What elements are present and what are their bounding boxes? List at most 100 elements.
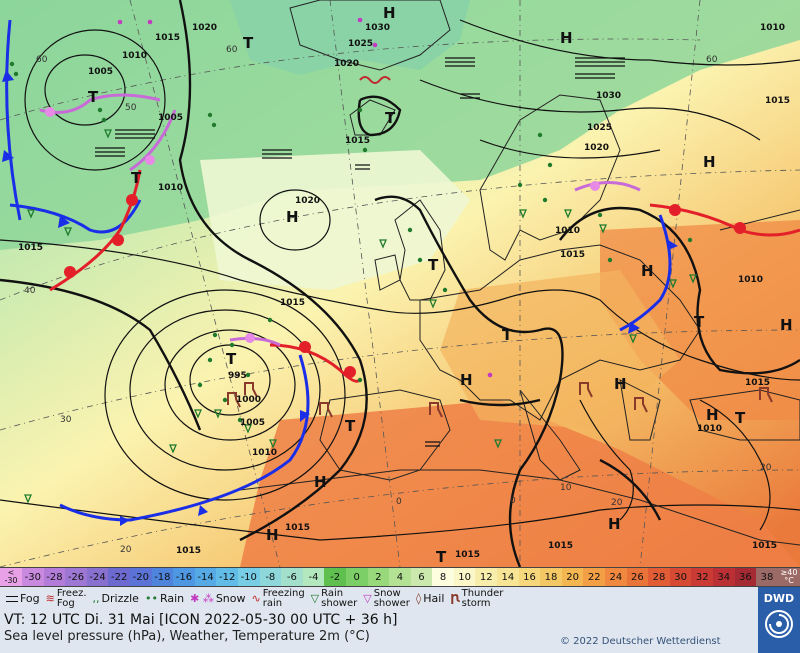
pressure-label: 1005 xyxy=(88,67,113,77)
legend-fog-label: Fog xyxy=(20,592,40,605)
pressure-label: 1010 xyxy=(555,226,580,236)
legend-drizzle-label: Drizzle xyxy=(101,592,139,605)
cold-front-west-2 xyxy=(9,199,142,234)
legend-snow: ✱ ⁂ Snow xyxy=(190,592,246,605)
pressure-label: 1010 xyxy=(252,448,277,458)
copyright: © 2022 Deutscher Wetterdienst xyxy=(560,636,721,647)
fog-symbols xyxy=(95,57,625,447)
weather-symbols xyxy=(9,17,773,504)
dwd-logo-icon xyxy=(765,610,793,638)
graticule-labels: 60 60 50 40 30 20 60 20 0 0 10 20 xyxy=(24,45,772,555)
front-symbols xyxy=(2,70,746,526)
legend-snow-shower-label-2: shower xyxy=(373,598,410,609)
scale-cell: -14 xyxy=(194,568,217,586)
pressure-label: 1000 xyxy=(236,395,261,405)
scale-cell-below: < -30 xyxy=(0,568,22,586)
pressure-label: 1015 xyxy=(752,541,777,551)
legend-freezing-fog-label-1: Freez. xyxy=(56,588,87,599)
legend-freezing-rain: ∿ Freezing rain xyxy=(252,589,305,609)
high-pressure-center: H xyxy=(266,526,279,544)
weather-map: 1020 1015 1010 1005 1005 1010 1015 1020 … xyxy=(0,0,800,567)
pressure-centers: H H H H H H H H H H H H T T T T T T T T … xyxy=(88,4,793,566)
high-pressure-center: H xyxy=(780,316,793,334)
pressure-label: 1015 xyxy=(280,298,305,308)
hail-icon: ◊ xyxy=(415,592,422,605)
pressure-label: 1010 xyxy=(122,51,147,61)
pressure-label: 1025 xyxy=(348,39,373,49)
cold-front-east xyxy=(619,214,672,332)
scale-cell: -2 xyxy=(324,568,346,586)
pressure-label: 1015 xyxy=(18,243,43,253)
pressure-label: 1015 xyxy=(176,546,201,556)
scale-cell: 18 xyxy=(540,568,562,586)
pressure-label: 1020 xyxy=(334,59,359,69)
scale-cell: -20 xyxy=(129,568,152,586)
legend-freezing-fog: ≋ Freez. Fog xyxy=(46,589,87,609)
scale-cell: 10 xyxy=(453,568,476,586)
legend-hail-label: Hail xyxy=(423,592,445,605)
pressure-label: 1030 xyxy=(596,91,621,101)
chart-description: Sea level pressure (hPa), Weather, Tempe… xyxy=(4,629,370,644)
pressure-label: 1015 xyxy=(455,550,480,560)
scale-cell: 26 xyxy=(626,568,649,586)
low-pressure-center: T xyxy=(226,350,237,368)
low-pressure-center: T xyxy=(243,34,254,52)
legend-snow-label: Snow xyxy=(215,592,246,605)
legend-rain-shower: ▽ Rain shower xyxy=(311,589,358,609)
info-panel xyxy=(0,611,758,653)
graticule xyxy=(0,0,800,567)
scale-cell: 32 xyxy=(691,568,713,586)
scale-cell: 2 xyxy=(367,568,390,586)
scale-cell: 36 xyxy=(734,568,757,586)
high-pressure-center: H xyxy=(314,473,327,491)
pressure-label: 1015 xyxy=(765,96,790,106)
latitude-label: 60 xyxy=(226,45,238,55)
scale-cell: -30 xyxy=(22,568,44,586)
scale-cell: 38 xyxy=(756,568,778,586)
pressure-label: 1005 xyxy=(240,418,265,428)
scale-cell: -10 xyxy=(237,568,260,586)
thunderstorm-icon: Ꞃ xyxy=(450,592,460,605)
fog-icon xyxy=(6,596,18,602)
pressure-label: 1015 xyxy=(285,523,310,533)
valid-time: VT: 12 UTC Di. 31 Mai [ICON 2022-05-30 0… xyxy=(4,612,398,628)
high-pressure-center: H xyxy=(641,262,654,280)
pressure-label: 995 xyxy=(228,371,247,381)
legend-hail: ◊ Hail xyxy=(415,592,445,605)
freezing-rain-icon: ∿ xyxy=(251,592,261,605)
scale-cell: 22 xyxy=(583,568,606,586)
scale-cell: -22 xyxy=(108,568,130,586)
legend-drizzle: ,, Drizzle xyxy=(92,592,139,605)
low-pressure-center: T xyxy=(735,409,746,427)
legend-freezing-rain-label-1: Freezing xyxy=(262,588,305,599)
legend-freezing-fog-label-2: Fog xyxy=(56,598,75,609)
scale-cell: -4 xyxy=(302,568,325,586)
scale-cell: -26 xyxy=(65,568,87,586)
pressure-label: 1015 xyxy=(548,541,573,551)
scale-cell-above: ≥40 °C xyxy=(778,568,800,586)
high-pressure-center: H xyxy=(703,153,716,171)
low-pressure-center: T xyxy=(88,88,99,106)
scale-cell: 34 xyxy=(713,568,735,586)
drizzle-icon: ,, xyxy=(92,592,100,605)
high-pressure-center: H xyxy=(460,371,473,389)
low-pressure-center: T xyxy=(131,169,142,187)
cold-front-west-1 xyxy=(5,19,22,221)
scale-cell: 12 xyxy=(475,568,498,586)
pressure-label: 1010 xyxy=(760,23,785,33)
occluded-front-north xyxy=(39,93,161,114)
high-pressure-center: H xyxy=(608,515,621,533)
high-pressure-center: H xyxy=(560,29,573,47)
pressure-label: 1005 xyxy=(158,113,183,123)
high-pressure-center: H xyxy=(614,375,627,393)
legend-snow-shower-label-1: Snow xyxy=(373,588,401,599)
low-pressure-center: T xyxy=(385,109,396,127)
legend-rain: •• Rain xyxy=(145,593,184,604)
latitude-label: 60 xyxy=(706,55,718,65)
scale-unit: °C xyxy=(784,576,794,585)
pressure-label: 1030 xyxy=(365,23,390,33)
legend-thunderstorm-label-2: storm xyxy=(461,598,491,609)
scale-cell: 0 xyxy=(345,568,368,586)
pressure-label: 1015 xyxy=(745,378,770,388)
